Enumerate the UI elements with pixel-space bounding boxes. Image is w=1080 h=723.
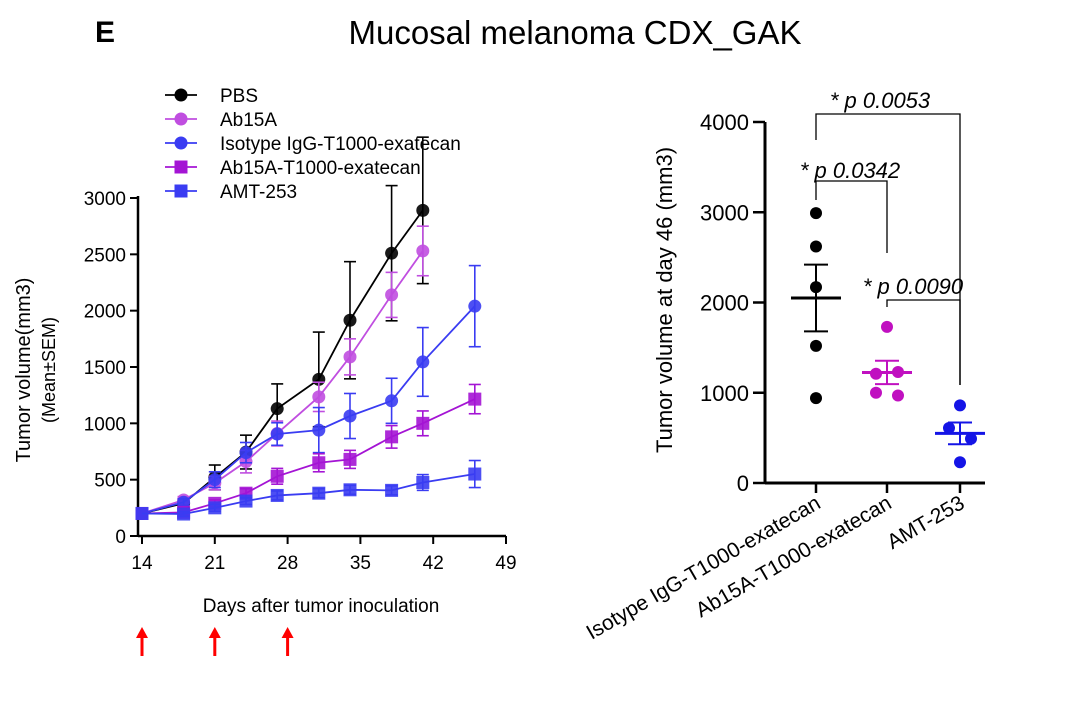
- data-point: [954, 456, 966, 469]
- left-y-axis-sublabel: (Mean±SEM): [39, 317, 59, 423]
- series-amt-253: [135, 459, 482, 521]
- y-tick-label: 3000: [700, 200, 749, 225]
- data-point: [239, 446, 253, 460]
- data-point: [416, 355, 430, 369]
- figure-title: Mucosal melanoma CDX_GAK: [348, 14, 801, 51]
- data-point: [385, 394, 399, 408]
- data-point: [943, 421, 955, 434]
- data-point: [954, 399, 966, 412]
- data-point: [810, 392, 822, 405]
- p-value-label: * p 0.0053: [830, 88, 931, 113]
- left-y-axis-label: Tumor volume(mm3): [13, 278, 35, 463]
- y-tick-label: 3000: [84, 189, 126, 210]
- data-point: [208, 501, 222, 515]
- legend-label: Ab15A: [220, 110, 277, 131]
- y-tick-label: 2500: [84, 245, 126, 266]
- x-tick-label: 28: [277, 553, 298, 574]
- legend-marker: [174, 88, 188, 102]
- legend-label: AMT-253: [220, 182, 297, 203]
- p-value-label: * p 0.0342: [800, 158, 900, 183]
- legend-marker: [174, 136, 188, 150]
- data-point: [135, 506, 149, 520]
- data-point: [177, 507, 191, 521]
- data-point: [312, 486, 326, 500]
- data-point: [385, 483, 399, 497]
- y-tick-label: 2000: [700, 291, 749, 316]
- x-tick-label: AMT-253: [883, 491, 968, 554]
- legend-marker: [174, 184, 188, 198]
- data-point: [810, 339, 822, 352]
- data-point: [965, 432, 977, 445]
- y-tick-label: 0: [115, 527, 126, 548]
- x-tick-label: 14: [131, 553, 153, 574]
- legend-label: Ab15A-T1000-exatecan: [220, 158, 421, 179]
- data-point: [343, 409, 357, 423]
- significance-bracket: [815, 113, 961, 385]
- x-tick-label: 49: [495, 553, 516, 574]
- data-point: [177, 495, 191, 509]
- data-point: [881, 320, 893, 333]
- data-point: [416, 244, 430, 258]
- left-x-axis-label: Days after tumor inoculation: [203, 596, 440, 617]
- data-point: [239, 494, 253, 508]
- group-ab15a-t1000-exatecan: [862, 320, 912, 402]
- data-point: [343, 350, 357, 364]
- data-point: [270, 427, 284, 441]
- data-point: [468, 299, 482, 313]
- data-point: [416, 203, 430, 217]
- data-point: [810, 207, 822, 220]
- right-y-axis-label: Tumor volume at day 46 (mm3): [652, 147, 677, 453]
- data-point: [270, 488, 284, 502]
- data-point: [312, 390, 326, 404]
- y-tick-label: 1000: [84, 414, 126, 435]
- significance-bracket: [815, 180, 888, 253]
- y-tick-label: 0: [737, 471, 749, 496]
- legend-label: Isotype IgG-T1000-exatecan: [220, 134, 461, 155]
- data-point: [416, 475, 430, 489]
- data-point: [385, 246, 399, 260]
- x-tick-label: 35: [350, 553, 371, 574]
- data-point: [385, 430, 399, 444]
- p-value-label: * p 0.0090: [863, 274, 964, 299]
- series-isotype-igg-t1000-exatecan: [135, 264, 482, 520]
- dosing-arrow-head-icon: [208, 627, 221, 638]
- data-point: [468, 392, 482, 406]
- legend-marker: [174, 160, 188, 174]
- data-point: [810, 240, 822, 253]
- day46-scatter-chart: Tumor volume at day 46 (mm3) 0 1000 2000 30…: [583, 88, 985, 644]
- dosing-arrow-head-icon: [136, 627, 148, 638]
- data-point: [892, 389, 904, 402]
- data-point: [416, 416, 430, 430]
- y-tick-label: 1500: [84, 358, 126, 379]
- data-point: [385, 288, 399, 302]
- data-point: [270, 469, 284, 483]
- x-tick-label: 42: [423, 553, 444, 574]
- data-point: [343, 452, 357, 466]
- significance-bracket: [886, 299, 961, 385]
- y-tick-label: 500: [94, 471, 126, 492]
- data-point: [208, 473, 222, 487]
- y-tick-label: 2000: [84, 302, 126, 323]
- legend-marker: [174, 112, 188, 126]
- data-point: [312, 423, 326, 437]
- data-point: [343, 483, 357, 497]
- data-point: [270, 402, 284, 416]
- series-line: [141, 305, 476, 515]
- legend-label: PBS: [220, 86, 258, 107]
- dosing-arrow-head-icon: [281, 627, 294, 638]
- data-point: [343, 313, 357, 327]
- y-tick-label: 4000: [700, 110, 749, 135]
- group-isotype-igg-t1000-exatecan: [791, 207, 841, 405]
- growth-curve-chart: Tumor volume(mm3) (Mean±SEM) Days after …: [13, 86, 517, 656]
- panel-label: E: [95, 16, 115, 49]
- x-tick-label: 21: [204, 553, 225, 574]
- data-point: [468, 467, 482, 481]
- data-point: [870, 386, 882, 399]
- group-amt-253: [935, 399, 985, 469]
- data-point: [312, 456, 326, 470]
- y-tick-label: 1000: [700, 381, 749, 406]
- series-line: [141, 398, 476, 515]
- series-line: [141, 473, 475, 515]
